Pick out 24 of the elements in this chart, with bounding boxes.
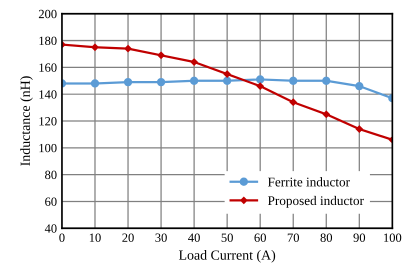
x-tick-label: 20 xyxy=(122,233,134,242)
x-tick-label: 30 xyxy=(155,233,167,242)
x-tick-label: 100 xyxy=(384,233,402,242)
y-tick-label: 80 xyxy=(45,170,57,180)
x-tick-label: 80 xyxy=(320,233,332,242)
legend-label: Ferrite inductor xyxy=(268,177,350,186)
x-tick-label: 60 xyxy=(254,233,266,242)
y-tick-label: 60 xyxy=(45,197,57,206)
y-tick-label: 120 xyxy=(39,117,57,126)
y-axis-title: Inductance (nH) xyxy=(20,76,33,166)
y-tick-label: 160 xyxy=(39,63,57,72)
y-tick-label: 180 xyxy=(39,36,57,46)
x-tick-label: 90 xyxy=(353,233,366,242)
x-tick-label: 10 xyxy=(90,233,101,242)
x-tick-label: 50 xyxy=(222,233,233,242)
x-tick-label: 70 xyxy=(288,233,300,242)
x-tick-label: 40 xyxy=(188,233,200,242)
x-tick-label: 0 xyxy=(59,233,65,242)
legend-label: Proposed inductor xyxy=(268,196,364,208)
y-tick-label: 200 xyxy=(38,10,57,18)
x-axis-title: Load Current (A) xyxy=(178,250,276,263)
y-tick-label: 100 xyxy=(39,144,57,152)
y-tick-label: 140 xyxy=(39,90,57,99)
y-tick-label: 40 xyxy=(44,224,57,233)
